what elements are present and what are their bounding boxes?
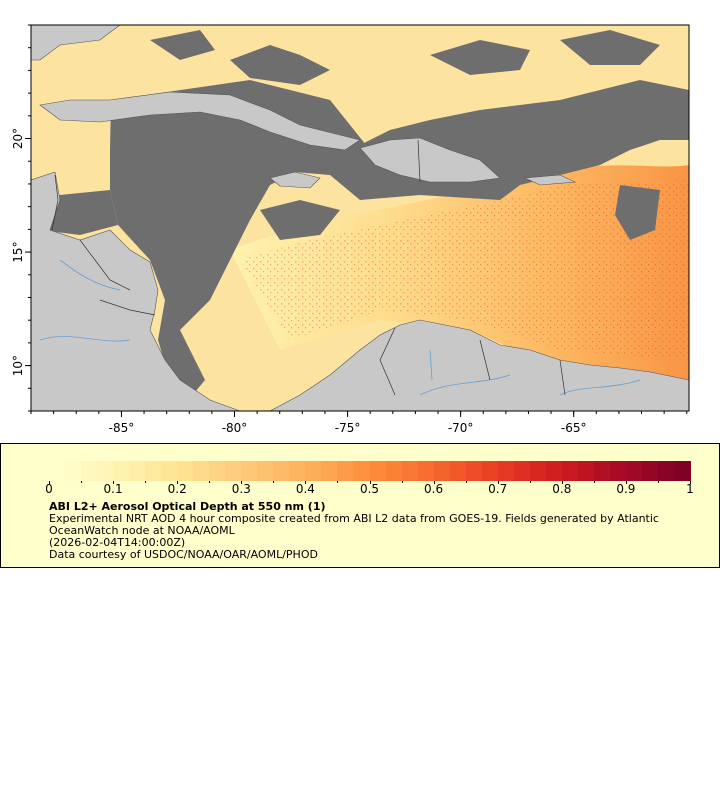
legend-line-3: (2026-02-04T14:00:00Z) <box>49 536 186 549</box>
colorbar-segment <box>561 461 579 481</box>
colorbar-segment <box>289 461 307 481</box>
colorbar-segment <box>417 461 435 481</box>
legend-line-2: OceanWatch node at NOAA/AOML <box>49 524 235 537</box>
colorbar-segment <box>241 461 259 481</box>
colorbar-minor-tick <box>529 481 531 483</box>
colorbar-tick <box>561 481 563 484</box>
colorbar-segment <box>225 461 243 481</box>
colorbar-tick <box>433 481 435 484</box>
colorbar-tick <box>113 481 115 484</box>
lon-tick-label: -80° <box>222 421 248 435</box>
colorbar-tick-label: 0.6 <box>424 482 444 496</box>
map-frame <box>30 24 690 412</box>
colorbar-segment <box>481 461 499 481</box>
colorbar-segment <box>449 461 467 481</box>
colorbar-segment <box>401 461 419 481</box>
colorbar-segment <box>257 461 275 481</box>
colorbar-minor-tick <box>337 481 339 483</box>
colorbar-segment <box>273 461 291 481</box>
colorbar-segment <box>433 461 451 481</box>
colorbar-tick-label: 0.3 <box>231 482 251 496</box>
longitude-axis: -85° -80° -75° -70° -65° <box>30 411 688 435</box>
colorbar-segment <box>513 461 531 481</box>
colorbar-segment <box>129 461 147 481</box>
colorbar-minor-tick <box>81 481 83 483</box>
legend-panel: ABI L2+ Aerosol Optical Depth at 550 nm … <box>0 443 720 568</box>
colorbar-segment <box>177 461 195 481</box>
colorbar-tick <box>369 481 371 484</box>
legend-line-4: Data courtesy of USDOC/NOAA/OAR/AOML/PHO… <box>49 548 318 561</box>
land <box>31 25 689 411</box>
colorbar-tick-label: 0.8 <box>552 482 572 496</box>
colorbar-tick-label: 0 <box>45 482 53 496</box>
colorbar-segment <box>625 461 643 481</box>
aod-speckle <box>240 180 689 360</box>
rivers <box>39 259 641 396</box>
colorbar-tick <box>241 481 243 484</box>
colorbar-tick <box>497 481 499 484</box>
colorbar-tick <box>49 481 50 484</box>
colorbar-tick-label: 0.4 <box>295 482 315 496</box>
colorbar-tick-label: 0.1 <box>103 482 123 496</box>
colorbar-minor-tick <box>465 481 467 483</box>
colorbar-tick <box>177 481 179 484</box>
colorbar-minor-tick <box>145 481 147 483</box>
lon-tick-label: -75° <box>335 421 361 435</box>
colorbar-segment <box>593 461 611 481</box>
colorbar-tick <box>690 481 691 484</box>
lat-tick-label: 20° <box>11 128 25 149</box>
colorbar-tick <box>305 481 307 484</box>
colorbar-tick-label: 0.5 <box>359 482 380 496</box>
aod-map: 20° 15° 10° -85° -80° -75° -70° -65° <box>11 24 690 435</box>
colorbar-minor-tick <box>593 481 595 483</box>
legend-title: ABI L2+ Aerosol Optical Depth at 550 nm … <box>49 500 326 513</box>
colorbar-segment <box>385 461 403 481</box>
colorbar-segment <box>673 461 691 481</box>
colorbar-segment <box>193 461 211 481</box>
borders <box>51 139 566 396</box>
colorbar-segment <box>337 461 355 481</box>
legend-description: Experimental NRT AOD 4 hour composite cr… <box>49 513 689 561</box>
legend-line-1: Experimental NRT AOD 4 hour composite cr… <box>49 512 659 525</box>
colorbar-segment <box>209 461 227 481</box>
lon-tick-label: -70° <box>448 421 474 435</box>
colorbar-segment <box>81 461 99 481</box>
colorbar-segment <box>305 461 323 481</box>
lat-tick-label: 10° <box>11 355 25 376</box>
lon-tick-label: -65° <box>561 421 587 435</box>
colorbar-tick <box>625 481 627 484</box>
colorbar-segment <box>97 461 115 481</box>
colorbar-segment <box>545 461 563 481</box>
colorbar-segment <box>113 461 131 481</box>
colorbar-tick-label: 1 <box>686 482 694 496</box>
colorbar-segment <box>497 461 515 481</box>
colorbar-segment <box>641 461 659 481</box>
colorbar-segment <box>609 461 627 481</box>
colorbar-segment <box>161 461 179 481</box>
colorbar-segment <box>49 461 66 481</box>
colorbar-minor-tick <box>209 481 211 483</box>
colorbar-segment <box>321 461 339 481</box>
colorbar-segment <box>369 461 387 481</box>
latitude-axis: 20° 15° 10° <box>11 24 31 412</box>
colorbar-segment <box>145 461 163 481</box>
colorbar-minor-tick <box>273 481 275 483</box>
lon-tick-label: -85° <box>109 421 135 435</box>
colorbar-segment <box>577 461 595 481</box>
colorbar-tick-label: 0.2 <box>167 482 187 496</box>
colorbar-segment <box>465 461 483 481</box>
colorbar-segment <box>65 461 83 481</box>
lat-tick-label: 15° <box>11 241 25 262</box>
colorbar <box>49 461 691 481</box>
colorbar-tick-label: 0.9 <box>616 482 636 496</box>
colorbar-segment <box>353 461 371 481</box>
colorbar-minor-tick <box>657 481 659 483</box>
colorbar-segment <box>657 461 675 481</box>
colorbar-tick-label: 0.7 <box>488 482 508 496</box>
cloud-mask <box>35 30 689 398</box>
colorbar-minor-tick <box>401 481 403 483</box>
colorbar-segment <box>529 461 547 481</box>
